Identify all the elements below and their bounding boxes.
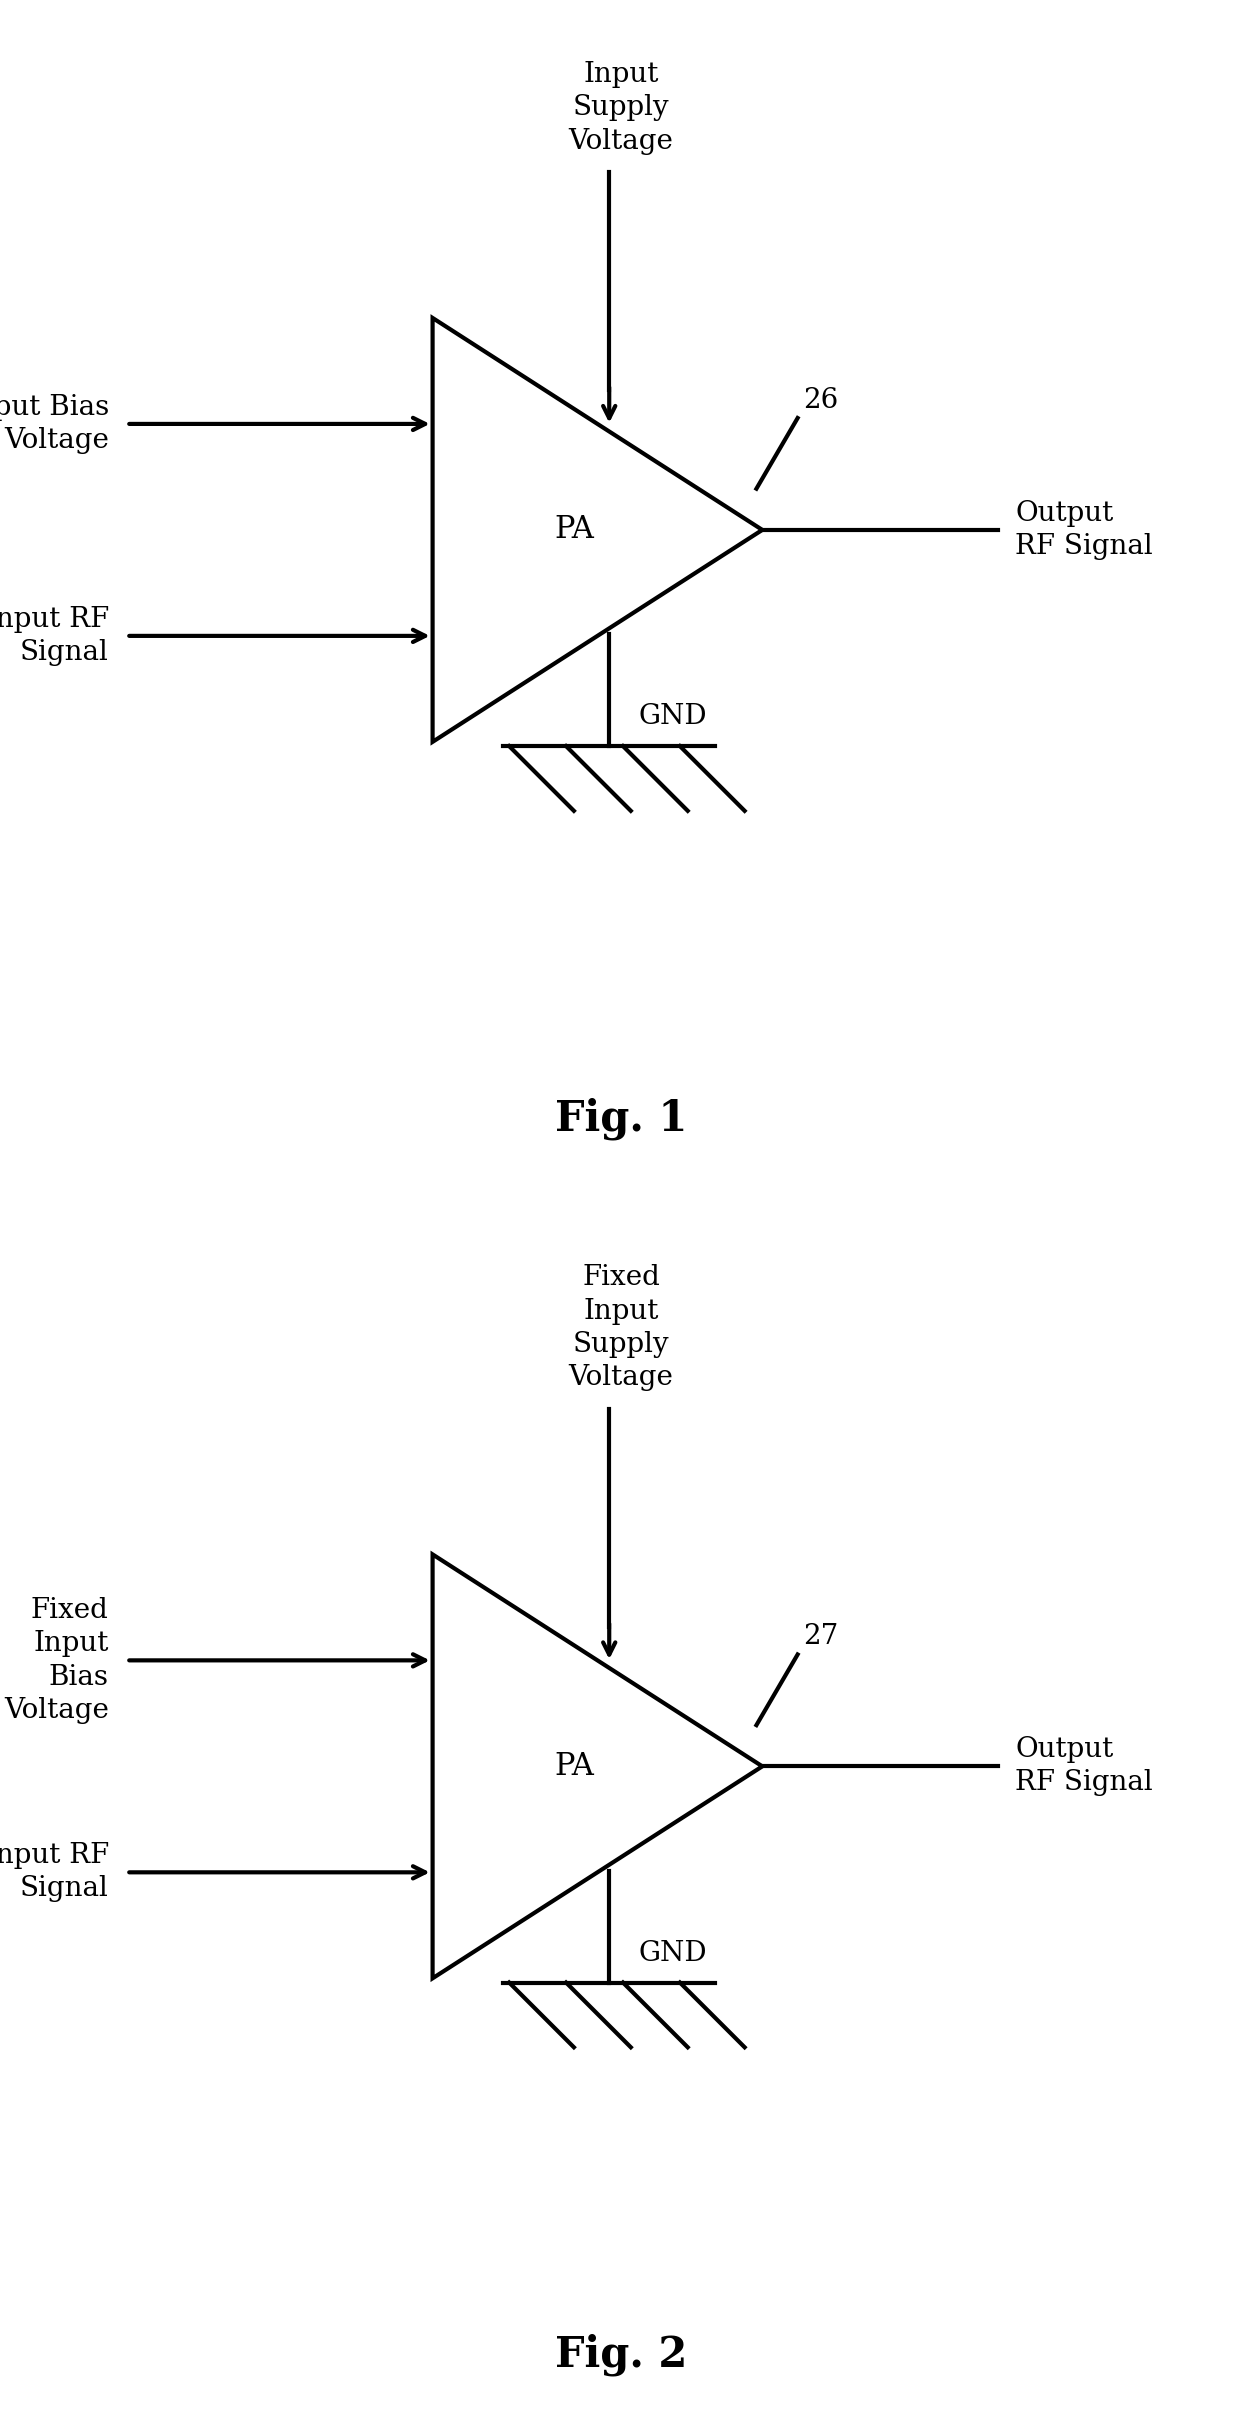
Text: Fixed
Input
Supply
Voltage: Fixed Input Supply Voltage — [569, 1265, 673, 1390]
Text: GND: GND — [638, 702, 707, 729]
Text: Input RF
Signal: Input RF Signal — [0, 606, 109, 666]
Text: Input
Supply
Voltage: Input Supply Voltage — [569, 60, 673, 154]
Text: Input RF
Signal: Input RF Signal — [0, 1842, 109, 1902]
Text: GND: GND — [638, 1938, 707, 1967]
Text: Fixed
Input
Bias
Voltage: Fixed Input Bias Voltage — [4, 1598, 109, 1724]
Text: Output
RF Signal: Output RF Signal — [1016, 1736, 1154, 1796]
Text: 26: 26 — [804, 386, 838, 413]
Text: PA: PA — [554, 1750, 594, 1782]
Text: PA: PA — [554, 514, 594, 546]
Text: Output
RF Signal: Output RF Signal — [1016, 500, 1154, 560]
Text: Fig. 1: Fig. 1 — [555, 1098, 687, 1139]
Text: Input Bias
Voltage: Input Bias Voltage — [0, 393, 109, 454]
Text: Fig. 2: Fig. 2 — [555, 2334, 687, 2375]
Text: 27: 27 — [804, 1622, 838, 1651]
